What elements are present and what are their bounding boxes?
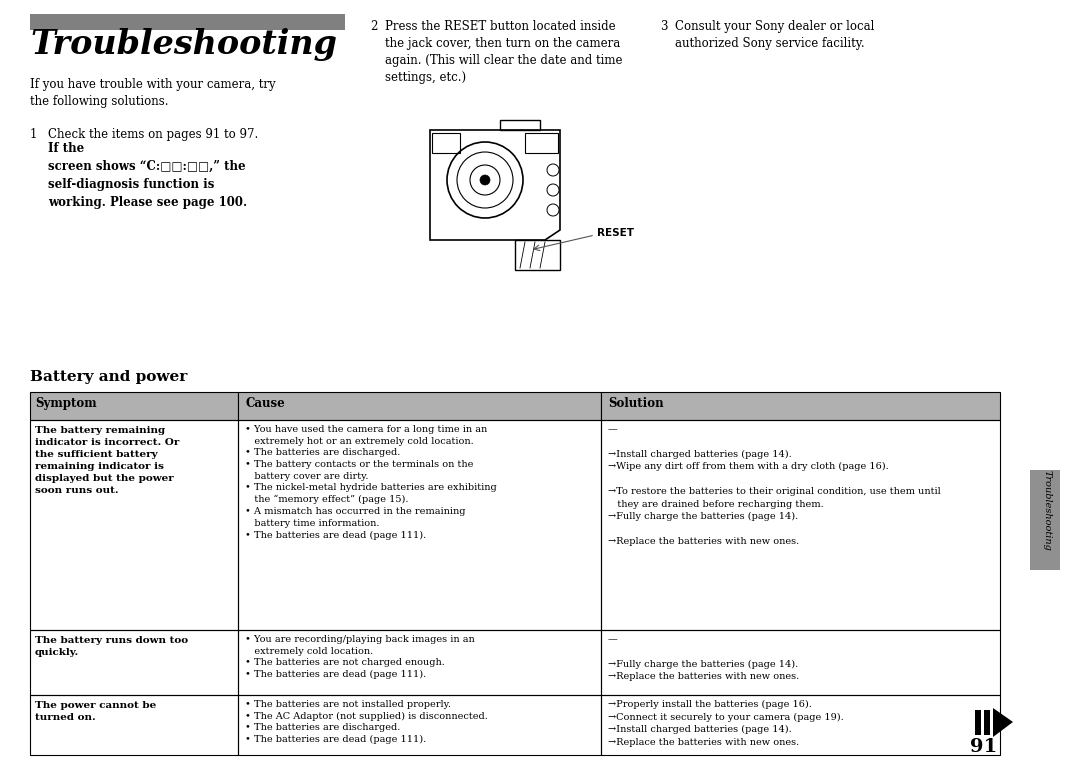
Bar — [984, 710, 990, 735]
Text: The battery runs down too
quickly.: The battery runs down too quickly. — [35, 636, 188, 657]
Bar — [238, 695, 600, 755]
Text: If you have trouble with your camera, try
the following solutions.: If you have trouble with your camera, tr… — [30, 78, 275, 108]
Text: RESET: RESET — [597, 228, 634, 238]
Bar — [600, 420, 1000, 630]
Text: The power cannot be
turned on.: The power cannot be turned on. — [35, 701, 157, 722]
Bar — [30, 420, 238, 630]
Text: 3: 3 — [660, 20, 667, 33]
Text: Press the RESET button located inside
the jack cover, then turn on the camera
ag: Press the RESET button located inside th… — [384, 20, 622, 84]
Bar — [600, 392, 1000, 420]
Bar — [238, 630, 600, 695]
Bar — [30, 630, 238, 695]
Bar — [30, 392, 238, 420]
Text: Consult your Sony dealer or local
authorized Sony service facility.: Consult your Sony dealer or local author… — [675, 20, 875, 50]
Circle shape — [480, 175, 490, 185]
Text: —

→Install charged batteries (page 14).
→Wipe any dirt off from them with a dry: — →Install charged batteries (page 14). … — [608, 425, 941, 546]
Bar — [238, 420, 600, 630]
Text: 91: 91 — [970, 738, 997, 756]
Bar — [600, 630, 1000, 695]
Text: • The batteries are not installed properly.
• The AC Adaptor (not supplied) is d: • The batteries are not installed proper… — [245, 700, 488, 744]
Bar — [432, 133, 460, 153]
Bar — [525, 133, 558, 153]
Text: Check the items on pages 91 to 97.: Check the items on pages 91 to 97. — [48, 128, 262, 141]
Bar — [600, 695, 1000, 755]
Text: The battery remaining
indicator is incorrect. Or
the sufficient battery
remainin: The battery remaining indicator is incor… — [35, 426, 179, 495]
Bar — [975, 710, 981, 735]
Polygon shape — [993, 708, 1013, 737]
Text: 1: 1 — [30, 128, 38, 141]
Text: —

→Fully charge the batteries (page 14).
→Replace the batteries with new ones.: — →Fully charge the batteries (page 14).… — [608, 635, 799, 681]
Bar — [1030, 470, 1059, 570]
Text: Battery and power: Battery and power — [30, 370, 187, 384]
Text: • You have used the camera for a long time in an
   extremely hot or an extremel: • You have used the camera for a long ti… — [245, 425, 497, 540]
Bar — [30, 695, 238, 755]
Text: • You are recording/playing back images in an
   extremely cold location.
• The : • You are recording/playing back images … — [245, 635, 475, 679]
Text: 2: 2 — [370, 20, 377, 33]
Text: Solution: Solution — [608, 397, 663, 410]
Text: Cause: Cause — [245, 397, 285, 410]
Text: If the
screen shows “C:□□:□□,” the
self-diagnosis function is
working. Please se: If the screen shows “C:□□:□□,” the self-… — [48, 142, 247, 209]
Bar — [238, 392, 600, 420]
Text: Troubleshooting: Troubleshooting — [1042, 470, 1052, 550]
Text: →Properly install the batteries (page 16).
→Connect it securely to your camera (: →Properly install the batteries (page 16… — [608, 700, 843, 746]
Text: Symptom: Symptom — [35, 397, 96, 410]
Text: Troubleshooting: Troubleshooting — [30, 28, 337, 61]
Bar — [30, 14, 345, 30]
